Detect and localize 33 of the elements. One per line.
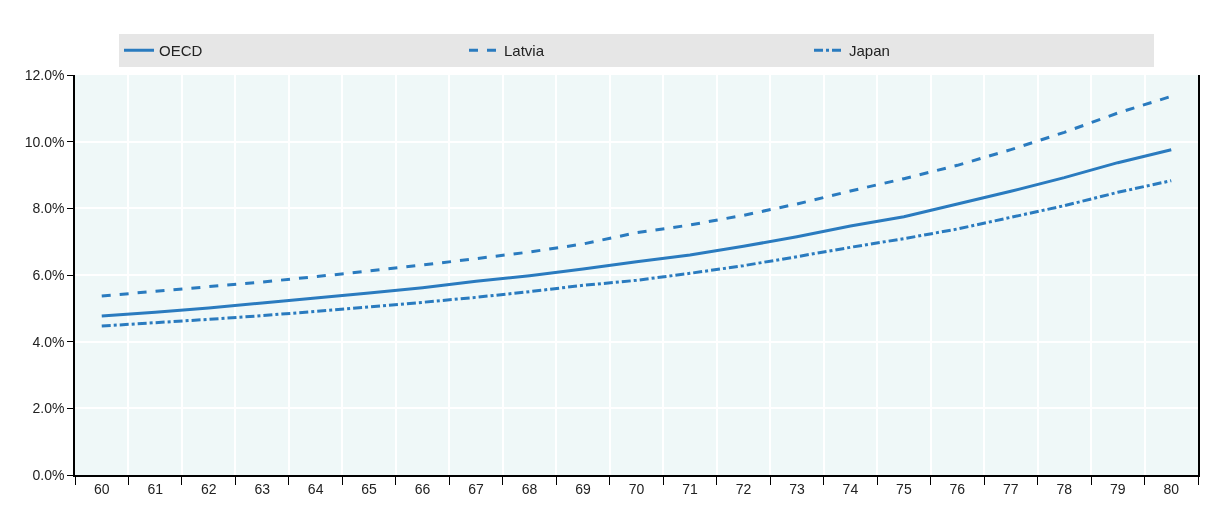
x-tick-label: 68 [521, 480, 538, 497]
y-tick-label: 0.0% [32, 466, 65, 483]
x-tick-label: 71 [682, 480, 698, 497]
x-tick-label: 62 [200, 480, 217, 497]
x-tick-label: 79 [1110, 480, 1126, 497]
x-tick-label: 64 [307, 480, 324, 497]
x-tick-label: 60 [93, 480, 110, 497]
x-tick-label: 78 [1056, 480, 1073, 497]
x-tick-label: 73 [789, 480, 805, 497]
x-tick-label: 80 [1163, 480, 1180, 497]
line-series [100, 179, 1173, 328]
legend-label: Latvia [504, 42, 545, 60]
x-tick-label: 76 [949, 480, 966, 497]
y-tick-label: 2.0% [32, 400, 65, 417]
x-tick-label: 67 [468, 480, 485, 497]
line-series [100, 148, 1173, 318]
x-tick-label: 70 [628, 480, 645, 497]
x-tick-label: 77 [1003, 480, 1019, 497]
x-tick-label: 66 [414, 480, 431, 497]
x-tick-label: 65 [361, 480, 378, 497]
y-tick-label: 12.0% [24, 66, 65, 83]
x-tick-label: 63 [254, 480, 271, 497]
y-tick-label: 6.0% [32, 266, 65, 283]
y-tick-label: 10.0% [24, 133, 65, 150]
y-tick-label: 4.0% [32, 333, 65, 350]
x-tick-label: 75 [896, 480, 912, 497]
x-tick-label: 69 [575, 480, 592, 497]
x-tick-label: 74 [842, 480, 859, 497]
y-tick-label: 8.0% [32, 200, 65, 217]
legend-label: Japan [849, 42, 890, 60]
x-tick-label: 72 [735, 480, 752, 497]
x-tick-label: 61 [147, 480, 164, 497]
legend-label: OECD [159, 42, 203, 60]
